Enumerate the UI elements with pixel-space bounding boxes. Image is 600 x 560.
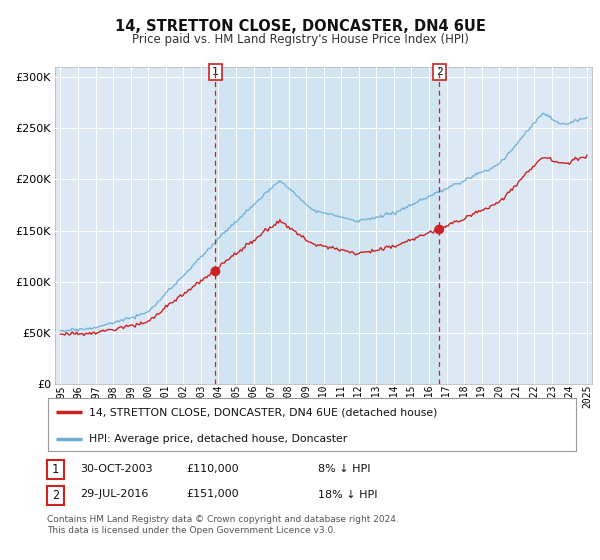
- Bar: [215, 67, 439, 384]
- Text: 29-JUL-2016: 29-JUL-2016: [80, 489, 148, 500]
- Text: 1: 1: [212, 67, 219, 77]
- Point: [434, 225, 444, 234]
- Text: £151,000: £151,000: [186, 489, 239, 500]
- Text: Contains HM Land Registry data © Crown copyright and database right 2024.: Contains HM Land Registry data © Crown c…: [47, 515, 398, 524]
- Text: 8% ↓ HPI: 8% ↓ HPI: [318, 464, 371, 474]
- Text: HPI: Average price, detached house, Doncaster: HPI: Average price, detached house, Donc…: [89, 434, 347, 444]
- Text: Price paid vs. HM Land Registry's House Price Index (HPI): Price paid vs. HM Land Registry's House …: [131, 32, 469, 46]
- Text: 14, STRETTON CLOSE, DONCASTER, DN4 6UE (detached house): 14, STRETTON CLOSE, DONCASTER, DN4 6UE (…: [89, 408, 437, 418]
- Text: £110,000: £110,000: [186, 464, 239, 474]
- Text: 30-OCT-2003: 30-OCT-2003: [80, 464, 152, 474]
- Text: 1: 1: [52, 463, 59, 476]
- Text: This data is licensed under the Open Government Licence v3.0.: This data is licensed under the Open Gov…: [47, 526, 336, 535]
- Text: 18% ↓ HPI: 18% ↓ HPI: [318, 489, 377, 500]
- Text: 2: 2: [436, 67, 443, 77]
- Text: 14, STRETTON CLOSE, DONCASTER, DN4 6UE: 14, STRETTON CLOSE, DONCASTER, DN4 6UE: [115, 20, 485, 34]
- Text: 2: 2: [52, 488, 59, 502]
- Point: [211, 267, 220, 276]
